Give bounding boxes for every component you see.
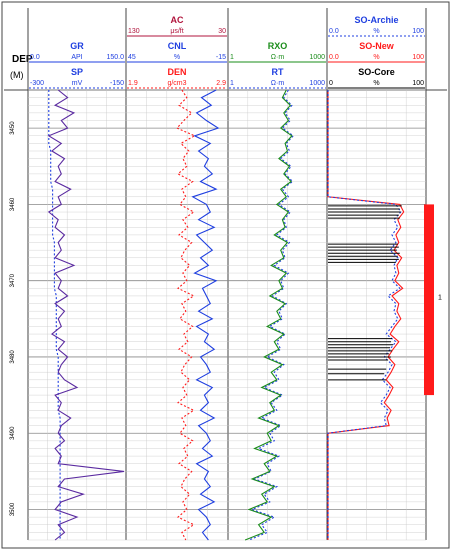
- curve-unit: mV: [72, 80, 83, 87]
- curve-min: -300: [30, 80, 44, 87]
- curve-max: -15: [216, 54, 226, 61]
- curve-unit: %: [174, 54, 180, 61]
- interval-label: 1: [438, 295, 442, 302]
- depth-tick-label: 3450: [10, 121, 16, 135]
- curve-max: 100: [412, 80, 424, 87]
- curve-max: 150.0: [106, 54, 124, 61]
- curve-unit: Ω·m: [271, 80, 285, 87]
- curve-name: RXO: [268, 41, 288, 51]
- curve-min: 0.0: [329, 28, 339, 35]
- depth-grid: [28, 89, 426, 541]
- depth-header-unit: (M): [10, 70, 24, 80]
- so-new-curve: [327, 90, 405, 540]
- interval-bar: [424, 204, 434, 396]
- ac-curve: [191, 89, 220, 541]
- depth-tick-label: 3470: [10, 273, 16, 287]
- curve-max: 1000: [309, 80, 325, 87]
- curve-name: SO-Archie: [354, 15, 398, 25]
- depth-header-label: DEP: [12, 54, 33, 65]
- depth-tick-labels: 3450 3460 3470 3480 3490 3500: [10, 121, 16, 516]
- curve-min: 1.9: [128, 80, 138, 87]
- curve-max: 30: [218, 28, 226, 35]
- sp-curve: [48, 90, 61, 540]
- curve-max: 1000: [309, 54, 325, 61]
- den-curve: [176, 89, 196, 541]
- curve-max: -150: [110, 80, 124, 87]
- curve-min: 45: [128, 54, 136, 61]
- curve-max: 100: [412, 28, 424, 35]
- curve-name: AC: [171, 15, 184, 25]
- curve-unit: %: [373, 54, 379, 61]
- depth-tick-label: 3490: [10, 426, 16, 440]
- curve-max: 2.9: [216, 80, 226, 87]
- rxo-curve: [244, 89, 293, 541]
- curve-name: GR: [70, 41, 84, 51]
- curve-unit: g/cm3: [167, 80, 186, 87]
- curve-unit: Ω·m: [271, 54, 285, 61]
- depth-tick-label: 3500: [10, 502, 16, 516]
- curve-name: RT: [272, 67, 284, 77]
- gr-curve: [47, 89, 125, 541]
- curve-max: 100: [412, 54, 424, 61]
- curve-unit: μs/ft: [170, 28, 183, 35]
- depth-tick-label: 3480: [10, 350, 16, 364]
- so-archie-curve: [327, 90, 402, 540]
- curve-min: 1: [230, 54, 234, 61]
- curve-name: SP: [71, 67, 83, 77]
- curve-min: 1: [230, 80, 234, 87]
- curve-name: SO-New: [359, 41, 395, 51]
- log-curves: [47, 89, 405, 541]
- interval-marker: 1: [424, 204, 442, 396]
- curve-unit: API: [71, 54, 82, 61]
- curve-unit: %: [373, 80, 379, 87]
- curve-min: 0.0: [30, 54, 40, 61]
- curve-min: 0: [329, 80, 333, 87]
- rt-curve: [248, 89, 295, 541]
- curve-name: CNL: [168, 41, 187, 51]
- so-core-samples: [328, 205, 402, 381]
- curve-min: 0.0: [329, 54, 339, 61]
- curve-unit: %: [373, 28, 379, 35]
- curve-min: 130: [128, 28, 140, 35]
- depth-tick-label: 3460: [10, 197, 16, 211]
- curve-name: SO-Core: [358, 67, 395, 77]
- curve-name: DEN: [167, 67, 186, 77]
